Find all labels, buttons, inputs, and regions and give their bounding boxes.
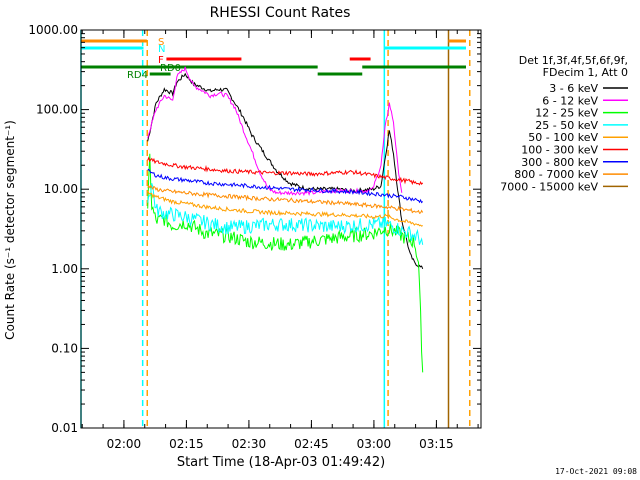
plot-frame <box>80 29 482 429</box>
legend-entry-label: 7000 - 15000 keV <box>500 180 598 193</box>
legend-entry-label: 300 - 800 keV <box>521 156 598 169</box>
y-tick-label: 0.01 <box>51 421 78 435</box>
y-tick-label: 0.10 <box>51 341 78 355</box>
y-tick-label: 100.00 <box>36 103 78 117</box>
legend: Det 1f,3f,4f,5f,6f,9f, FDecim 1, Att 0 3… <box>500 54 628 193</box>
flag-label-s: S <box>158 37 164 48</box>
x-tick-label: 02:00 <box>107 437 142 451</box>
chart-title: RHESSI Count Rates <box>210 5 351 21</box>
legend-entry-label: 12 - 25 keV <box>535 107 598 120</box>
series-line-3 <box>147 183 424 245</box>
series-line-1 <box>147 66 403 197</box>
y-tick-label: 10.00 <box>44 182 78 196</box>
series-line-6 <box>147 168 424 204</box>
generation-timestamp: 17-Oct-2021 09:08 <box>555 467 637 476</box>
y-tick-label: 1000.00 <box>28 23 78 37</box>
flag-label-f: F <box>158 55 164 66</box>
legend-entry-label: 3 - 6 keV <box>549 82 598 95</box>
legend-entry-label: 800 - 7000 keV <box>514 168 598 181</box>
legend-entry-label: 50 - 100 keV <box>528 131 598 144</box>
x-tick-label: 02:15 <box>169 437 204 451</box>
x-axis-label: Start Time (18-Apr-03 01:49:42) <box>177 455 385 470</box>
x-tick-label: 02:30 <box>232 437 267 451</box>
legend-entry-label: 25 - 50 keV <box>535 119 598 132</box>
x-tick-label: 03:00 <box>357 437 392 451</box>
y-axis-label: Count Rate (s⁻¹ detector segment⁻¹) <box>3 120 17 340</box>
series-line-5 <box>147 156 424 186</box>
series-line-0 <box>147 72 424 269</box>
y-tick-label: 1.00 <box>51 262 78 276</box>
x-tick-label: 03:15 <box>419 437 454 451</box>
legend-header-detectors: Det 1f,3f,4f,5f,6f,9f, <box>519 54 628 67</box>
series-line-2 <box>147 153 424 373</box>
x-tick-label: 02:45 <box>294 437 329 451</box>
flag-label-rd4: RD4 <box>127 70 148 81</box>
legend-header-decim: FDecim 1, Att 0 <box>543 66 628 79</box>
series-line-4 <box>147 190 423 227</box>
flag-label-n: N <box>158 44 165 55</box>
legend-entry-label: 100 - 300 keV <box>521 144 598 157</box>
legend-entry-label: 6 - 12 keV <box>542 94 598 107</box>
series-line-7 <box>147 184 424 214</box>
flag-label-rd0: RD0 <box>160 63 181 74</box>
